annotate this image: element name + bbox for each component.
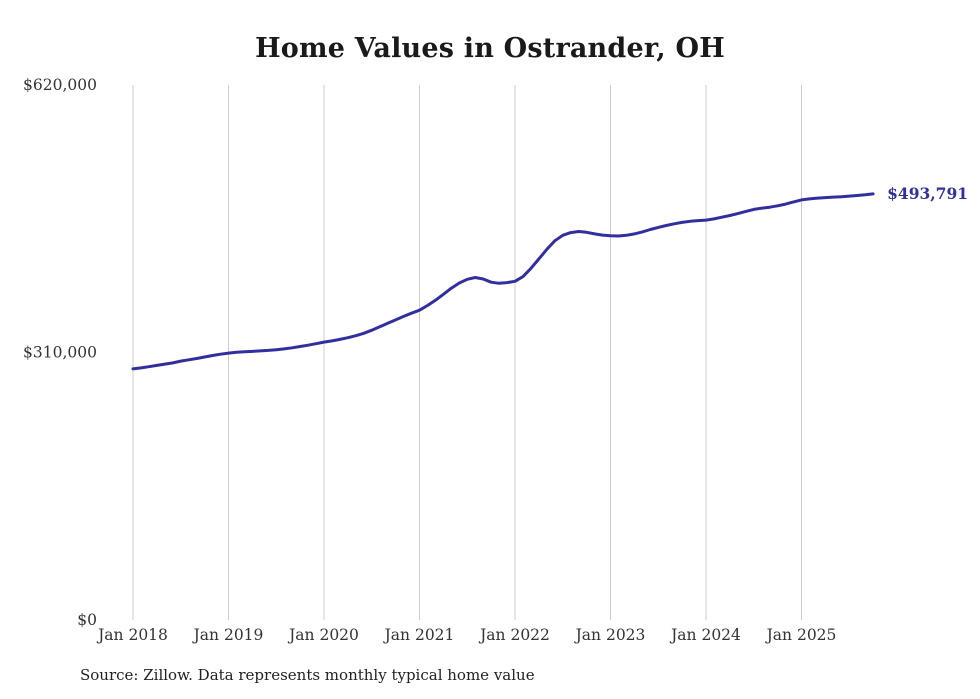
x-tick-label: Jan 2018 (96, 626, 168, 644)
x-tick-label: Jan 2023 (574, 626, 646, 644)
source-note: Source: Zillow. Data represents monthly … (80, 666, 535, 684)
y-tick-label: $0 (77, 611, 97, 629)
y-tick-label: $620,000 (23, 76, 97, 94)
chart-title: Home Values in Ostrander, OH (255, 33, 725, 64)
end-value-label: $493,791 (887, 184, 968, 203)
x-tick-label: Jan 2024 (669, 626, 741, 644)
y-tick-label: $310,000 (23, 344, 97, 362)
x-tick-label: Jan 2020 (287, 626, 359, 644)
value-line (131, 192, 875, 371)
x-tick-label: Jan 2021 (383, 626, 455, 644)
x-tick-label: Jan 2019 (192, 626, 264, 644)
x-tick-label: Jan 2025 (765, 626, 837, 644)
x-tick-label: Jan 2022 (478, 626, 550, 644)
